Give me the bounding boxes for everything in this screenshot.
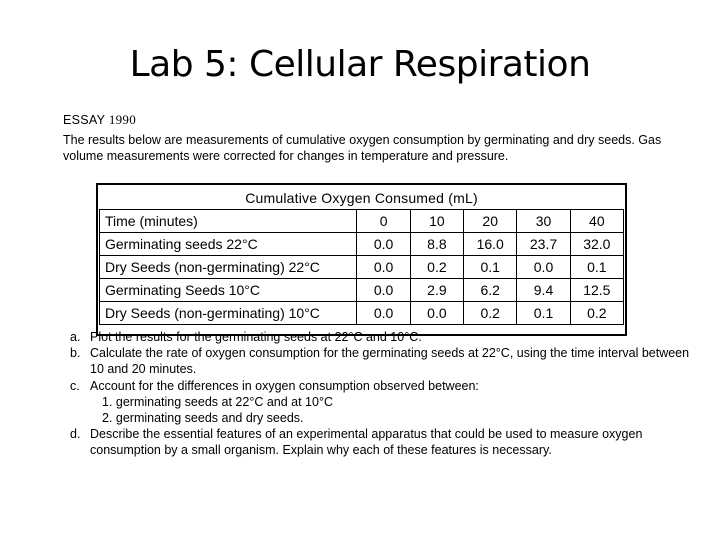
table-cell: 0.0 <box>356 301 411 325</box>
table-cell: 0.0 <box>356 255 411 279</box>
question-letter: c. <box>70 378 80 393</box>
table-cell: 0.1 <box>569 255 625 279</box>
table-cell: 23.7 <box>516 232 571 256</box>
table-header-cell: 0 <box>356 209 411 233</box>
question-letter: a. <box>70 330 81 344</box>
question-text: 1. germinating seeds at 22°C and at 10°C <box>102 394 333 409</box>
essay-label-text: ESSAY <box>63 113 106 127</box>
intro-text: The results below are measurements of cu… <box>63 133 662 163</box>
table-cell: 0.2 <box>463 301 518 325</box>
table-row: Germinating Seeds 10°C 0.0 2.9 6.2 9.4 1… <box>98 278 625 302</box>
table-cell: 12.5 <box>569 278 625 302</box>
question-text: Account for the differences in oxygen co… <box>90 378 479 393</box>
table-title: Cumulative Oxygen Consumed (mL) <box>245 190 478 206</box>
row-label: Germinating Seeds 10°C <box>98 278 358 302</box>
question-d: d. Describe the essential features of an… <box>70 426 700 458</box>
table-cell: 32.0 <box>569 232 625 256</box>
table-header-row: Time (minutes) 0 10 20 30 40 <box>98 209 625 233</box>
table-row: Dry Seeds (non-germinating) 22°C 0.0 0.2… <box>98 255 625 279</box>
row-label: Dry Seeds (non-germinating) 10°C <box>98 301 358 325</box>
table-cell: 0.1 <box>516 301 571 325</box>
table-cell: 0.0 <box>516 255 571 279</box>
essay-year: 1990 <box>108 112 137 127</box>
question-text: Plot the results for the germinating see… <box>90 330 422 344</box>
table-cell: 9.4 <box>516 278 571 302</box>
oxygen-table: Time (minutes) 0 10 20 30 40 Germinating… <box>98 209 625 325</box>
table-cell: 0.1 <box>463 255 518 279</box>
table-cell: 2.9 <box>409 278 465 302</box>
table-cell: 8.8 <box>409 232 465 256</box>
table-cell: 0.2 <box>409 255 465 279</box>
table-cell: 0.2 <box>569 301 625 325</box>
table-cell: 0.0 <box>356 232 411 256</box>
questions-list: a. Plot the results for the germinating … <box>70 329 700 459</box>
question-b: b. Calculate the rate of oxygen consumpt… <box>70 345 700 377</box>
question-letter: d. <box>70 427 81 442</box>
table-cell: 0.0 <box>409 301 465 325</box>
table-cell: 16.0 <box>463 232 518 256</box>
table-header-cell: 20 <box>463 209 518 233</box>
question-letter: b. <box>70 346 81 361</box>
question-a: a. Plot the results for the germinating … <box>70 329 700 345</box>
row-label: Germinating seeds 22°C <box>98 232 358 256</box>
question-text: Describe the essential features of an ex… <box>90 427 643 458</box>
table-row: Germinating seeds 22°C 0.0 8.8 16.0 23.7… <box>98 232 625 256</box>
question-c-item-1: 1. germinating seeds at 22°C and at 10°C <box>70 394 700 410</box>
table-header-cell: 10 <box>409 209 465 233</box>
question-c: c. Account for the differences in oxygen… <box>70 378 700 394</box>
table-header-label: Time (minutes) <box>98 209 358 233</box>
question-text: Calculate the rate of oxygen consumption… <box>90 346 690 377</box>
page-title: Lab 5: Cellular Respiration <box>129 44 591 85</box>
table-row: Dry Seeds (non-germinating) 10°C 0.0 0.0… <box>98 301 625 325</box>
question-c-item-2: 2. germinating seeds and dry seeds. <box>70 410 700 426</box>
essay-label: ESSAY 1990 <box>63 112 136 128</box>
table-header-cell: 40 <box>569 209 625 233</box>
table-cell: 0.0 <box>356 278 411 302</box>
table-header-cell: 30 <box>516 209 571 233</box>
row-label: Dry Seeds (non-germinating) 22°C <box>98 255 358 279</box>
table-cell: 6.2 <box>463 278 518 302</box>
question-text: 2. germinating seeds and dry seeds. <box>102 411 304 426</box>
